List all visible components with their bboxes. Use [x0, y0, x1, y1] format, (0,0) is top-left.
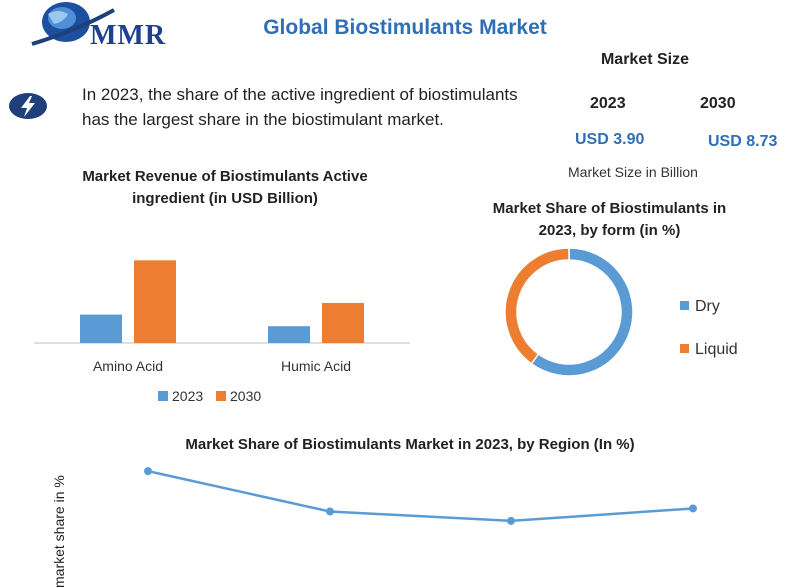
legend-swatch-2030 — [216, 391, 226, 401]
year-2030-label: 2030 — [700, 95, 736, 112]
line-chart-title: Market Share of Biostimulants Market in … — [185, 436, 635, 453]
donut-chart: Dry Liquid — [504, 247, 738, 377]
globe-icon — [31, 2, 115, 46]
line-point-1 — [144, 467, 152, 476]
bar-amino-acid-2023 — [80, 314, 122, 343]
legend-label-liquid: Liquid — [695, 341, 738, 358]
legend-swatch-2023 — [158, 391, 168, 401]
legend-label-2023: 2023 — [172, 388, 203, 404]
line-point-2 — [326, 507, 334, 516]
market-size-unit: Market Size in Billion — [568, 164, 698, 180]
highlight-line-1: In 2023, the share of the active ingredi… — [82, 85, 518, 104]
donut-slice-liquid — [504, 247, 570, 365]
line-series — [147, 469, 694, 523]
x-tick-label: Amino Acid — [93, 358, 163, 374]
lightning-bolt-icon — [9, 93, 47, 119]
line-point-3 — [507, 516, 515, 525]
market-size-2030-value: USD 8.73 — [708, 133, 778, 150]
year-2023-label: 2023 — [590, 95, 626, 112]
bar-amino-acid-2030 — [134, 260, 176, 343]
y-axis-label: market share in % — [51, 475, 67, 588]
donut-chart-title-line-2: 2023, by form (in %) — [538, 222, 681, 239]
page-title: Global Biostimulants Market — [263, 16, 547, 39]
logo-text: MMR — [90, 20, 167, 51]
bar-humic-acid-2030 — [322, 302, 364, 343]
highlight-text: In 2023, the share of the active ingredi… — [82, 82, 552, 132]
x-tick-label: Humic Acid — [281, 358, 351, 374]
legend-swatch-liquid — [680, 344, 689, 353]
legend-label-dry: Dry — [695, 298, 720, 315]
company-logo — [31, 2, 115, 46]
donut-slice-dry — [530, 247, 634, 377]
legend-label-2030: 2030 — [230, 388, 261, 404]
legend-swatch-dry — [680, 301, 689, 310]
line-chart: market share in % — [51, 467, 697, 588]
line-point-4 — [689, 504, 697, 513]
highlight-line-2: has the largest share in the biostimulan… — [82, 110, 444, 129]
bar-chart-title-line-2: ingredient (in USD Billion) — [132, 190, 318, 207]
donut-chart-title-line-1: Market Share of Biostimulants in — [492, 200, 727, 217]
bar-chart: Amino Acid Humic Acid 2023 2030 — [34, 260, 410, 404]
market-size-heading: Market Size — [600, 51, 690, 68]
market-size-2023-value: USD 3.90 — [575, 131, 645, 148]
bar-chart-title-line-1: Market Revenue of Biostimulants Active — [82, 168, 368, 185]
bar-chart-title: Market Revenue of Biostimulants Active i… — [60, 166, 390, 210]
bar-humic-acid-2023 — [268, 326, 310, 343]
donut-chart-title: Market Share of Biostimulants in 2023, b… — [472, 198, 747, 242]
